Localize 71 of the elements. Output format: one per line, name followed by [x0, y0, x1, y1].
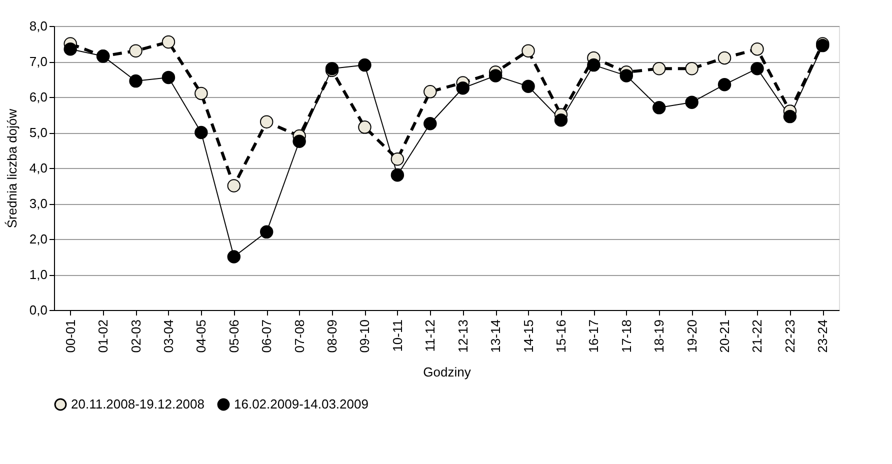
point [358, 58, 372, 72]
point [783, 110, 797, 124]
point [424, 85, 437, 98]
x-tick-label: 07-08 [292, 320, 307, 353]
x-tick-label: 00-01 [62, 320, 78, 353]
point [620, 69, 634, 82]
point [685, 62, 698, 76]
x-tick-label: 08-09 [324, 320, 340, 353]
x-tick-label: 03-04 [160, 320, 176, 353]
x-tick-label: 14-15 [520, 320, 536, 353]
point [260, 225, 274, 239]
x-tick-label: 22-23 [782, 320, 798, 353]
y-tick-label: 6,0 [29, 90, 48, 104]
legend-label: 16.02.2009-14.03.2009 [234, 396, 368, 412]
x-axis-title: Godziny [423, 364, 472, 380]
point [685, 96, 698, 109]
point [390, 168, 404, 182]
x-tick-label: 23-24 [815, 320, 830, 353]
point [162, 70, 176, 84]
point [194, 126, 208, 140]
x-tick-label: 09-10 [357, 320, 372, 353]
x-tick-label: 21-22 [750, 320, 765, 353]
x-tick-label: 06-07 [259, 320, 274, 353]
x-tick-label: 10-11 [390, 320, 405, 352]
point [522, 44, 535, 58]
point [260, 115, 274, 128]
point [652, 62, 666, 76]
x-tick-label: 13-14 [488, 320, 504, 353]
y-tick-label: 3,0 [29, 196, 48, 211]
point [358, 120, 372, 134]
point [718, 78, 732, 92]
y-axis-title: Średnia liczba dojów [4, 108, 20, 228]
point [456, 82, 470, 95]
point [522, 80, 535, 93]
point [390, 152, 404, 166]
point [750, 42, 764, 56]
y-tick-label: 7,0 [29, 54, 48, 69]
legend-label: 20.11.2008-19.12.2008 [71, 396, 204, 412]
x-tick-label: 18-19 [652, 320, 667, 353]
point [64, 42, 77, 56]
x-tick-label: 04-05 [194, 320, 209, 353]
point [718, 51, 732, 65]
point [129, 44, 142, 58]
point [194, 86, 208, 100]
point [129, 74, 142, 88]
point [424, 117, 437, 130]
y-tick-label: 4,0 [29, 160, 48, 176]
x-tick-label: 17-18 [618, 320, 634, 353]
x-tick-label: 16-17 [586, 320, 602, 353]
y-tick-label: 8,0 [29, 18, 48, 34]
point [554, 113, 568, 127]
point [292, 134, 306, 148]
y-tick-label: 0,0 [29, 302, 48, 318]
x-tick-label: 11-12 [422, 320, 438, 352]
point [750, 62, 764, 76]
point [227, 250, 241, 264]
x-tick-label: 15-16 [553, 320, 568, 353]
point [652, 101, 666, 114]
point [227, 179, 241, 192]
x-tick-label: 12-13 [455, 320, 470, 353]
y-tick-label: 5,0 [29, 125, 48, 140]
point [488, 69, 502, 82]
y-tick-label: 1,0 [29, 267, 48, 282]
point [162, 35, 176, 49]
x-tick-label: 01-02 [96, 320, 111, 353]
point [587, 58, 600, 72]
x-tick-label: 19-20 [684, 320, 700, 353]
x-tick-label: 05-06 [226, 320, 242, 353]
y-tick-label: 2,0 [29, 232, 48, 246]
x-tick-label: 20-21 [717, 320, 732, 353]
x-tick-label: 02-03 [128, 320, 144, 353]
